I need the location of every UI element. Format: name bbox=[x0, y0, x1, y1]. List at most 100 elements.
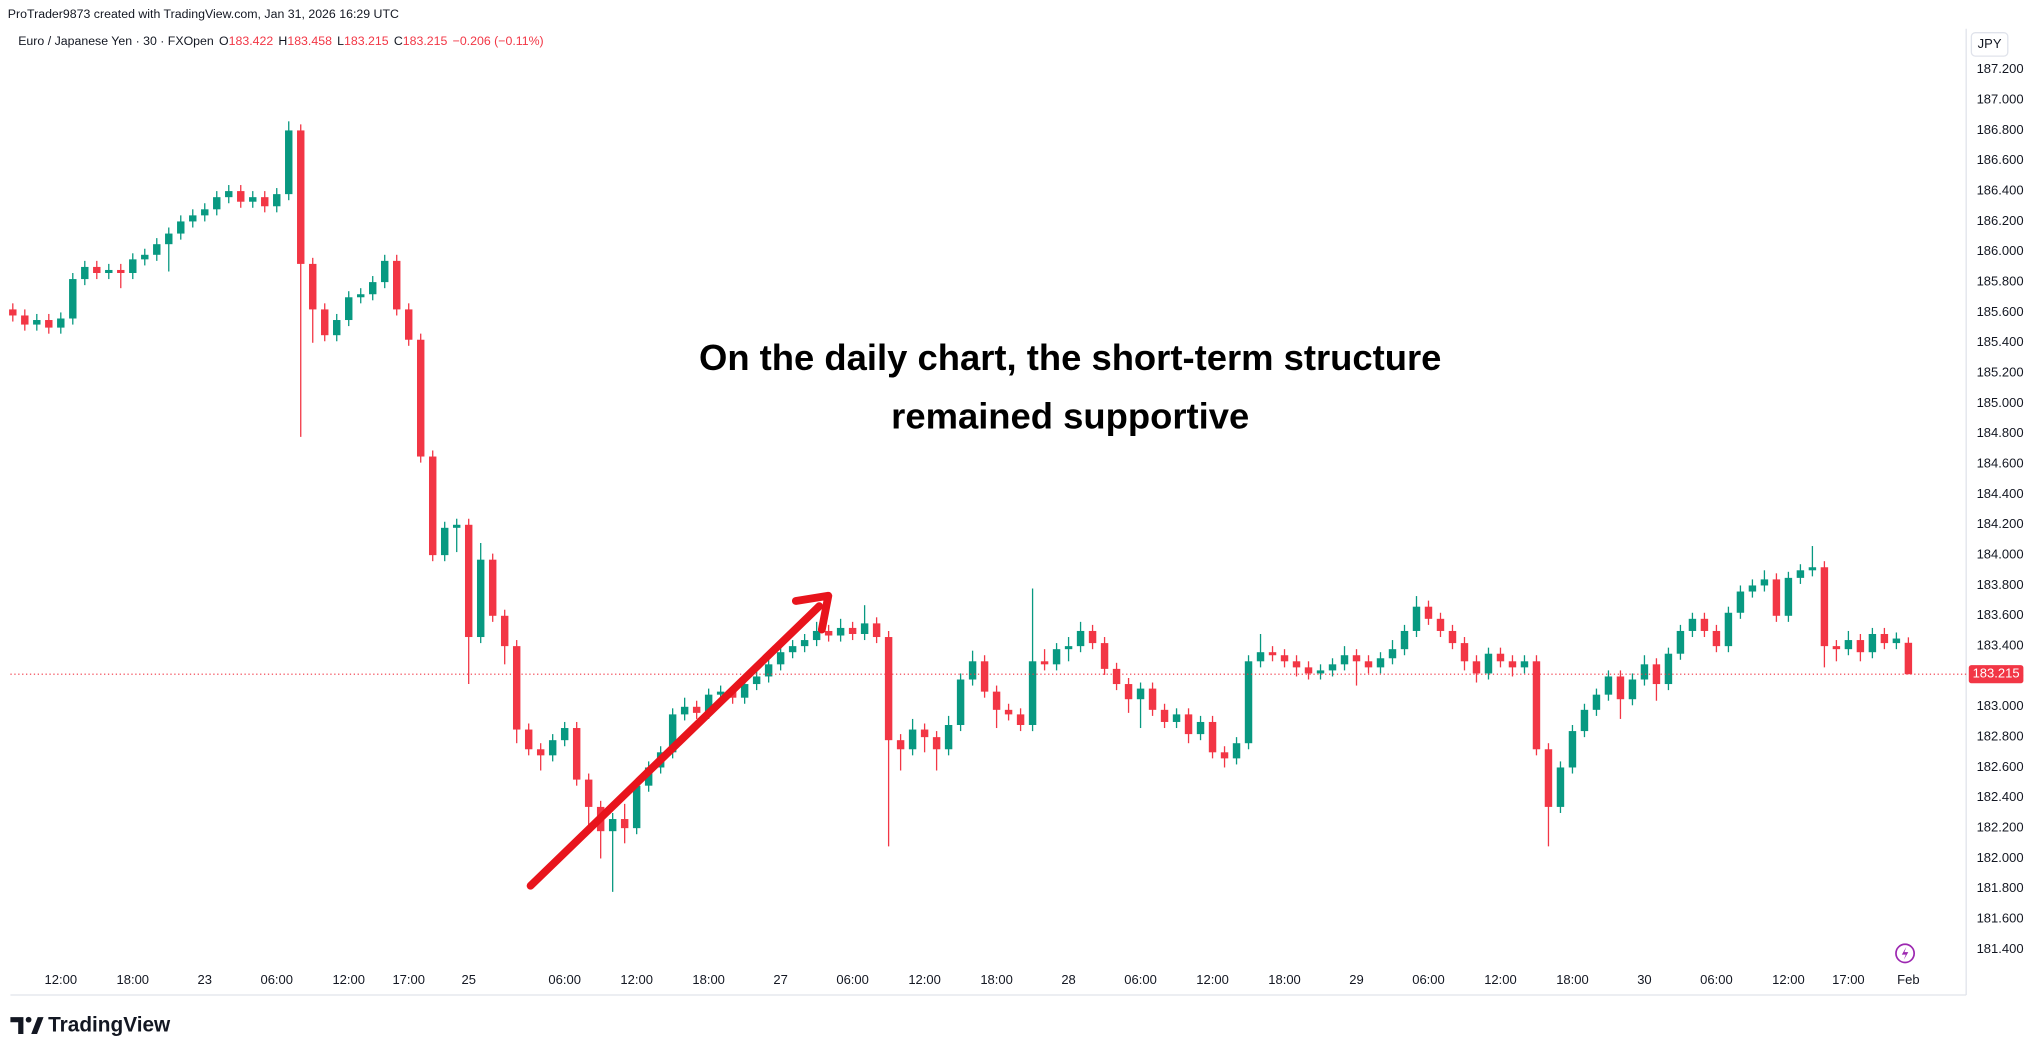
candle-body bbox=[1652, 664, 1661, 685]
candle-body bbox=[848, 627, 857, 634]
candle-body bbox=[680, 706, 689, 715]
candle-body bbox=[1232, 743, 1241, 759]
candle-body bbox=[1736, 591, 1745, 613]
y-tick-label: 182.600 bbox=[1977, 759, 2024, 774]
candle-body bbox=[932, 737, 941, 750]
candle-body bbox=[512, 646, 521, 730]
candle-body bbox=[572, 728, 581, 780]
candle-body bbox=[1532, 661, 1541, 750]
candle-body bbox=[1220, 752, 1229, 759]
y-tick-label: 185.400 bbox=[1977, 334, 2024, 349]
candle-body bbox=[357, 294, 365, 298]
candle-body bbox=[1004, 709, 1013, 715]
candle-body bbox=[968, 661, 977, 680]
candle-body bbox=[764, 664, 773, 677]
candle-body bbox=[1760, 579, 1769, 586]
candle-body bbox=[1376, 658, 1385, 668]
candle-body bbox=[1340, 655, 1349, 665]
y-tick-label: 186.400 bbox=[1977, 183, 2024, 198]
icon-circle[interactable] bbox=[1895, 943, 1916, 964]
currency-label: JPY bbox=[1978, 36, 2002, 51]
y-tick-label: 186.800 bbox=[1977, 122, 2024, 137]
candle-body bbox=[1820, 567, 1829, 647]
candle-body bbox=[1388, 649, 1397, 659]
candle-body bbox=[21, 315, 29, 325]
x-tick-label: 25 bbox=[461, 972, 475, 987]
y-tick-label: 186.200 bbox=[1977, 213, 2024, 228]
candle-body bbox=[944, 725, 953, 750]
candle-body bbox=[285, 130, 293, 195]
symbol-name: Euro / Japanese Yen · 30 · FXOpen bbox=[18, 34, 214, 48]
candle-body bbox=[201, 209, 209, 216]
annotation-line: remained supportive bbox=[891, 396, 1249, 437]
arrow-head bbox=[791, 591, 833, 634]
candle-body bbox=[1784, 577, 1793, 616]
candle-body bbox=[129, 259, 137, 274]
logo-mark bbox=[25, 1016, 32, 1023]
x-tick-label: 06:00 bbox=[260, 972, 293, 987]
candle-body bbox=[464, 524, 473, 638]
x-tick-label: 12:00 bbox=[45, 972, 78, 987]
candle-body bbox=[1424, 606, 1433, 619]
candle-body bbox=[1088, 630, 1097, 644]
candle-body bbox=[1436, 618, 1445, 631]
last-price-label: 183.215 bbox=[1973, 666, 2020, 681]
candle-body bbox=[488, 559, 497, 616]
candle-body bbox=[1064, 646, 1073, 650]
candle-body bbox=[632, 785, 641, 829]
y-tick-label: 182.800 bbox=[1977, 729, 2024, 744]
replay-icon[interactable] bbox=[1895, 943, 1916, 964]
candle-body bbox=[225, 191, 233, 198]
candle-body bbox=[69, 279, 77, 319]
y-tick-label: 181.800 bbox=[1977, 880, 2024, 895]
candle-body bbox=[213, 197, 221, 210]
y-tick-label: 186.600 bbox=[1977, 152, 2024, 167]
candle-body bbox=[1856, 640, 1865, 653]
candle-body bbox=[345, 297, 353, 321]
icon-bolt[interactable] bbox=[1901, 946, 1909, 960]
candle-body bbox=[105, 269, 113, 274]
candle-body bbox=[369, 282, 377, 295]
x-tick-label: 12:00 bbox=[1772, 972, 1805, 987]
y-tick-label: 183.800 bbox=[1977, 577, 2024, 592]
y-tick-label: 185.600 bbox=[1977, 304, 2024, 319]
ohlc-label: H bbox=[278, 34, 287, 48]
x-tick-label: Feb bbox=[1897, 972, 1919, 987]
candle-body bbox=[1112, 668, 1121, 685]
y-tick-label: 183.400 bbox=[1977, 638, 2024, 653]
candle-body bbox=[1832, 646, 1841, 650]
candle-body bbox=[1352, 655, 1361, 662]
candle-body bbox=[956, 679, 965, 726]
candle-body bbox=[716, 691, 725, 695]
candle-body bbox=[33, 320, 41, 325]
candle-body bbox=[440, 527, 449, 556]
candle-body bbox=[1700, 618, 1709, 631]
currency-box bbox=[1970, 32, 2009, 57]
x-tick-label: 30 bbox=[1637, 972, 1651, 987]
candle-body bbox=[560, 728, 569, 741]
y-tick-label: 185.000 bbox=[1977, 395, 2024, 410]
attribution: ProTrader9873 created with TradingView.c… bbox=[8, 7, 399, 21]
candle-body bbox=[1400, 630, 1409, 650]
y-tick-label: 185.200 bbox=[1977, 365, 2024, 380]
candle-body bbox=[704, 694, 713, 713]
y-tick-label: 184.000 bbox=[1977, 547, 2024, 562]
candle-body bbox=[1556, 767, 1565, 807]
logo-mark bbox=[10, 1017, 24, 1034]
ohlc-value: 183.215 bbox=[344, 34, 389, 48]
candle-body bbox=[1844, 640, 1853, 650]
candle-body bbox=[57, 318, 65, 328]
candle-body bbox=[860, 623, 869, 634]
candle-body bbox=[1280, 655, 1289, 662]
candle-body bbox=[141, 254, 149, 260]
logo: TradingView bbox=[10, 1014, 171, 1037]
candle-body bbox=[1268, 652, 1277, 656]
x-tick-label: 06:00 bbox=[1124, 972, 1157, 987]
candle-body bbox=[45, 320, 53, 328]
candle-body bbox=[333, 320, 341, 336]
candle-body bbox=[237, 191, 245, 202]
candle-body bbox=[1508, 661, 1517, 668]
candle-body bbox=[992, 691, 1001, 710]
candle-body bbox=[1172, 714, 1181, 722]
